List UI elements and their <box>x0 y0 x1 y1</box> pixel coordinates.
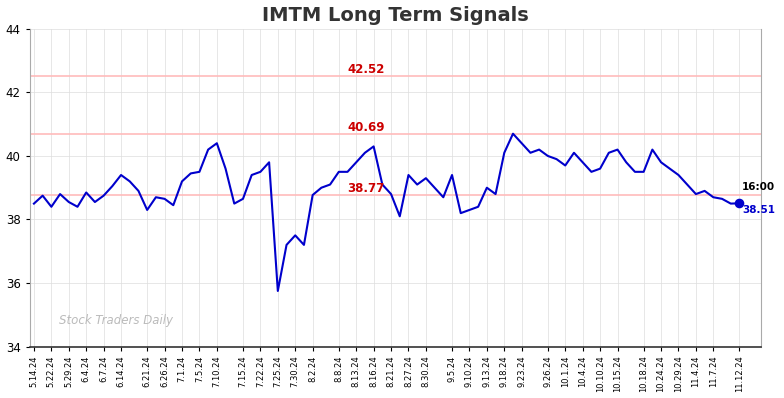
Title: IMTM Long Term Signals: IMTM Long Term Signals <box>262 6 528 25</box>
Text: 38.77: 38.77 <box>347 182 385 195</box>
Text: 16:00: 16:00 <box>742 182 775 192</box>
Text: 42.52: 42.52 <box>347 63 385 76</box>
Point <box>733 200 746 207</box>
Text: 40.69: 40.69 <box>347 121 385 134</box>
Text: 38.51: 38.51 <box>742 205 775 215</box>
Text: Stock Traders Daily: Stock Traders Daily <box>59 314 172 328</box>
